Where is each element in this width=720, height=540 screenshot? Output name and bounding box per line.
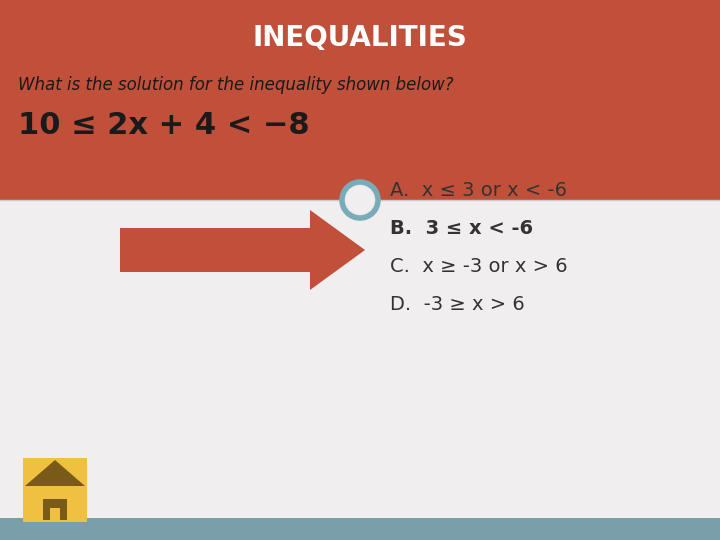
Polygon shape	[120, 210, 365, 290]
Text: 10 ≤ 2x + 4 < −8: 10 ≤ 2x + 4 < −8	[18, 111, 310, 139]
Circle shape	[342, 182, 378, 218]
Text: C.  x ≥ -3 or x > 6: C. x ≥ -3 or x > 6	[390, 256, 567, 275]
Text: D.  -3 ≥ x > 6: D. -3 ≥ x > 6	[390, 294, 525, 314]
Bar	[43, 499, 67, 520]
Bar	[0, 518, 720, 540]
Text: A.  x ≤ 3 or x < -6: A. x ≤ 3 or x < -6	[390, 180, 567, 199]
Text: INEQUALITIES: INEQUALITIES	[253, 24, 467, 52]
Bar	[0, 0, 720, 200]
Bar	[0, 200, 720, 518]
Polygon shape	[25, 460, 85, 486]
Text: What is the solution for the inequality shown below?: What is the solution for the inequality …	[18, 76, 454, 94]
Bar	[50, 508, 60, 520]
Bar	[23, 458, 87, 522]
Text: B.  3 ≤ x < -6: B. 3 ≤ x < -6	[390, 219, 533, 238]
